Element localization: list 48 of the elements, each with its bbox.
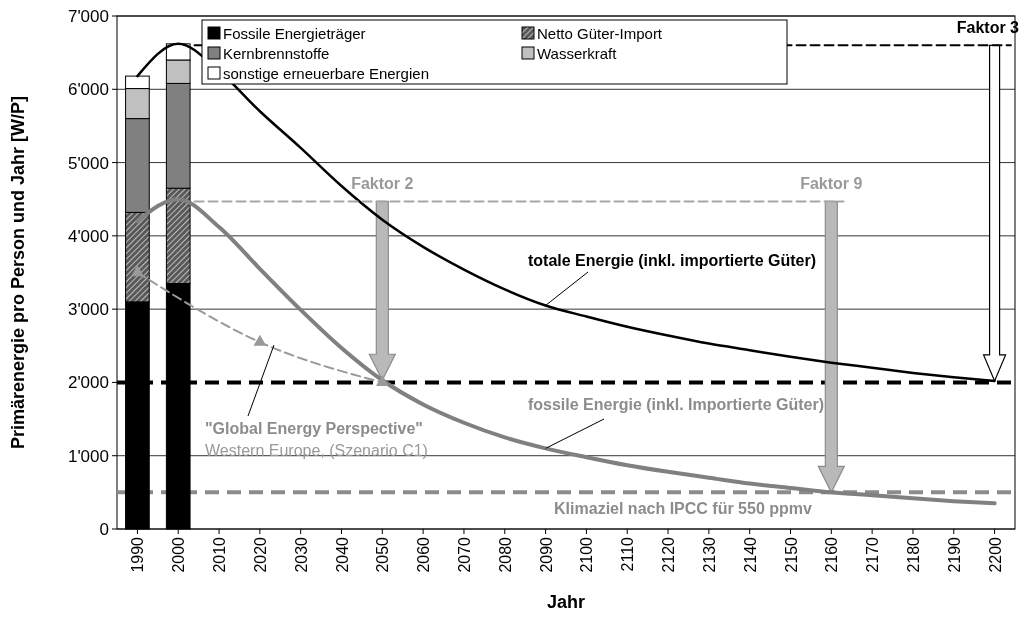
x-tick-label: 2030 xyxy=(292,536,310,573)
x-tick-label: 2190 xyxy=(945,536,963,573)
x-tick-label: 2050 xyxy=(374,536,392,573)
series-label: fossile Energie (inkl. Importierte Güter) xyxy=(527,396,825,413)
y-tick-label: 7'000 xyxy=(67,7,109,26)
y-tick-label: 0 xyxy=(99,520,109,539)
x-tick-label: 2080 xyxy=(496,536,514,573)
point xyxy=(131,265,144,277)
x-axis-title: Jahr xyxy=(546,592,586,612)
series-label: totale Energie (inkl. importierte Güter) xyxy=(527,252,817,269)
ref-line-label: Klimaziel nach IPCC für 550 ppmv xyxy=(554,500,813,518)
text: "Global Energy Perspective" xyxy=(205,420,423,437)
legend-label: Wasserkraft xyxy=(537,45,618,62)
x-tick-label: 2120 xyxy=(660,536,678,573)
annotation: Faktor 9 xyxy=(800,175,863,193)
legend-label: Fossile Energieträger xyxy=(223,25,366,42)
annotation: Western Europe, (Szenario C1) xyxy=(205,442,428,459)
point xyxy=(375,375,389,387)
annotation: Faktor 3 xyxy=(956,19,1020,37)
legend-label: Netto Güter-Import xyxy=(537,25,663,42)
x-tick-label: 2000 xyxy=(170,536,188,573)
point xyxy=(253,334,267,346)
x-tick-label: 2140 xyxy=(741,536,759,573)
y-tick-label: 1'000 xyxy=(67,446,109,466)
x-tick-label: 1990 xyxy=(129,536,147,573)
x-tick-label: 2060 xyxy=(415,536,433,573)
x-tick-label: 2170 xyxy=(864,536,882,573)
x-tick-label: 2200 xyxy=(986,536,1004,573)
y-axis-title: Primärenergie pro Person und Jahr [W/P] xyxy=(8,95,28,450)
x-tick-label: 2020 xyxy=(251,536,269,573)
x-tick-label: 2100 xyxy=(578,536,596,573)
annotation: Faktor 2 xyxy=(351,175,414,193)
x-tick-label: 2040 xyxy=(333,536,351,573)
x-tick-label: 2180 xyxy=(904,536,922,573)
x-tick-label: 2070 xyxy=(455,536,473,573)
x-tick-label: 2010 xyxy=(211,536,229,573)
x-tick-label: 2090 xyxy=(537,536,555,573)
y-tick-label: 5'000 xyxy=(67,153,109,173)
legend-label: Kernbrennstoffe xyxy=(223,45,330,62)
legend-label: sonstige erneuerbare Energien xyxy=(223,65,429,82)
x-tick-label: 2130 xyxy=(700,536,718,573)
y-tick-label: 2'000 xyxy=(67,373,109,393)
y-tick-label: 3'000 xyxy=(67,300,109,320)
y-tick-label: 6'000 xyxy=(67,80,109,100)
x-tick-label: 2160 xyxy=(823,536,841,573)
x-tick-label: 2150 xyxy=(782,536,800,573)
y-tick-label: 4'000 xyxy=(67,226,109,246)
x-tick-label: 2110 xyxy=(619,536,637,572)
